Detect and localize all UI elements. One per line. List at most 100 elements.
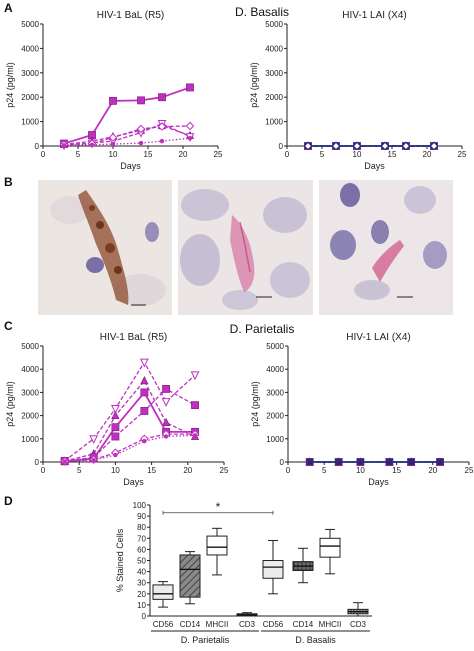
chart-c-right: HIV-1 LAI (X4) 0 1000 2000 3000 4000 5000 0 5 10 1… [250, 332, 474, 487]
chart-c-left: HIV-1 BaL (R5) 0 1000 2000 3000 4000 5000 0 5 10 1… [5, 332, 229, 487]
marker-circle [89, 142, 95, 147]
marker-diamond [136, 124, 146, 134]
x-tick-label: 15 [388, 150, 397, 159]
significance-asterisk: * [216, 500, 221, 514]
x-tick-label: 0 [286, 466, 291, 475]
marker-circle [187, 135, 193, 141]
y-tick-label: 2000 [21, 93, 39, 102]
y-tick-label: 3000 [21, 388, 39, 397]
y-tick-label: 0 [279, 142, 284, 151]
y-tick-label: 5000 [21, 342, 39, 351]
box-iqr [206, 535, 228, 556]
series-line [64, 390, 196, 463]
panel-letter-c: C [4, 319, 13, 333]
y-tick-label: 90 [137, 512, 146, 521]
chart-title: HIV-1 LAI (X4) [342, 10, 406, 21]
marker-triangle-down [89, 435, 99, 445]
x-tick-label: 25 [214, 150, 223, 159]
y-axis-label: p24 (pg/ml) [249, 62, 259, 108]
y-axis-label: p24 (pg/ml) [5, 381, 15, 427]
marker-triangle-up [140, 376, 149, 385]
series-line [63, 86, 191, 145]
marker-square [140, 407, 149, 415]
y-tick-label: 30 [137, 579, 146, 588]
x-tick-label: 5 [76, 150, 81, 159]
y-tick-label: 60 [137, 545, 146, 554]
marker-square [137, 96, 145, 105]
panel-letter-d: D [4, 494, 13, 508]
y-tick-label: 1000 [265, 118, 283, 127]
marker-triangle-up [334, 457, 343, 466]
y-tick-label: 0 [280, 458, 285, 467]
y-tick-label: 40 [137, 568, 146, 577]
y-tick-label: 3000 [266, 388, 284, 397]
marker-diamond [401, 141, 411, 151]
y-tick-label: 0 [35, 458, 40, 467]
series-line [64, 434, 196, 463]
marker-diamond [380, 141, 390, 151]
panel-letter-b: B [4, 175, 13, 189]
y-axis-label: % Stained Cells [115, 528, 125, 592]
y-tick-label: 20 [137, 590, 146, 599]
marker-circle [62, 459, 67, 464]
y-tick-label: 3000 [265, 69, 283, 78]
y-tick-label: 10 [137, 601, 146, 610]
chart-title: HIV-1 LAI (X4) [346, 332, 410, 343]
marker-circle [163, 434, 169, 439]
marker-square [109, 96, 117, 105]
y-tick-label: 4000 [21, 44, 39, 53]
y-tick-label: 4000 [265, 44, 283, 53]
y-tick-label: 1000 [21, 435, 39, 444]
y-tick-label: 2000 [265, 93, 283, 102]
x-tick-label: CD3 [350, 620, 367, 629]
micrograph-1 [38, 180, 172, 315]
marker-diamond [185, 121, 195, 131]
series-line [64, 360, 196, 462]
x-tick-label: 20 [183, 466, 192, 475]
y-tick-label: 70 [137, 534, 146, 543]
y-tick-label: 4000 [21, 365, 39, 374]
marker-circle [113, 452, 118, 458]
x-tick-label: 25 [220, 466, 229, 475]
y-tick-label: 80 [137, 523, 146, 532]
x-axis-label: Days [368, 477, 389, 487]
series-line [63, 125, 191, 146]
marker-triangle-up [356, 457, 365, 466]
marker-diamond [331, 141, 341, 151]
marker-square [140, 388, 149, 397]
series-line [64, 388, 196, 462]
x-tick-label: CD14 [293, 620, 314, 629]
x-tick-label: 15 [392, 466, 401, 475]
marker-circle [110, 141, 116, 147]
series-line [63, 137, 191, 146]
x-tick-label: 0 [41, 466, 46, 475]
marker-triangle-up [161, 417, 171, 426]
x-tick-label: CD56 [263, 620, 284, 629]
x-tick-label: 10 [111, 466, 120, 475]
x-tick-label: 5 [77, 466, 82, 475]
y-tick-label: 50 [137, 557, 146, 566]
y-tick-label: 1000 [266, 435, 284, 444]
marker-circle [91, 457, 96, 463]
marker-triangle-up [385, 457, 394, 466]
marker-triangle-down [161, 398, 171, 407]
y-tick-label: 0 [142, 612, 147, 621]
y-tick-label: 2000 [266, 412, 284, 421]
x-axis-label: Days [364, 161, 385, 171]
marker-triangle-up [305, 457, 314, 466]
y-tick-label: 3000 [21, 69, 39, 78]
marker-square [111, 423, 120, 432]
group-label: D. Parietalis [181, 635, 230, 645]
marker-square [162, 385, 170, 393]
marker-diamond [352, 141, 362, 151]
chart-d-boxplot: 0 10 20 30 40 50 60 70 80 90 100 % Stained Cells CD5… [115, 500, 372, 645]
marker-circle [138, 140, 144, 146]
x-tick-label: 5 [320, 150, 325, 159]
box-iqr [152, 584, 174, 600]
series-line [63, 125, 191, 146]
box-iqr [319, 537, 341, 558]
micrograph-2 [178, 180, 313, 315]
y-tick-label: 5000 [265, 20, 283, 29]
y-tick-label: 5000 [21, 20, 39, 29]
